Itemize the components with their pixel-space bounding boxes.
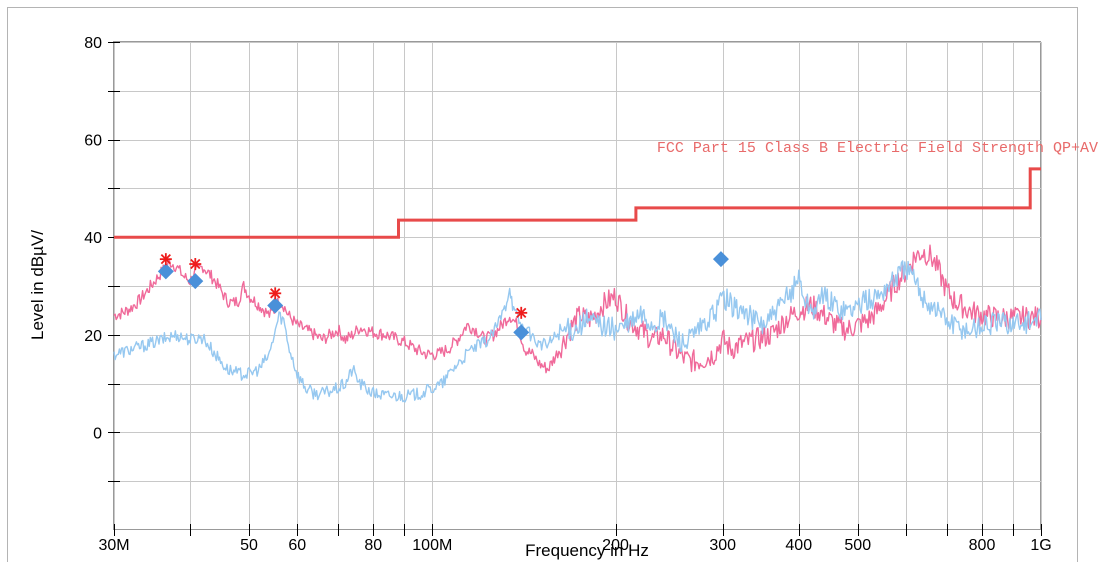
y-tick-label: 20: [84, 328, 102, 345]
diamond-marker: [712, 251, 729, 268]
series-layer: [113, 244, 1042, 403]
axis-ticks: 0 20 40 60 80 30M 50 60 80 100M 200 300 400 500 800 1G: [84, 35, 1051, 554]
x-tick-label: 60: [288, 537, 306, 554]
limit-line-layer: [114, 167, 1041, 239]
diamond-marker: [157, 263, 174, 280]
markers-layer: [157, 251, 729, 341]
star-marker: [159, 253, 172, 266]
y-tick-label: 0: [93, 425, 102, 442]
x-tick-label: 800: [969, 537, 996, 554]
x-tick-label: 200: [602, 537, 629, 554]
star-marker: [515, 306, 528, 319]
y-tick-label: 80: [84, 35, 102, 52]
star-marker-stroke: [190, 258, 201, 270]
x-tick-label: 300: [709, 537, 736, 554]
x-axis-label: Frequency in Hz: [525, 541, 649, 560]
limit-line-label: FCC Part 15 Class B Electric Field Stren…: [657, 140, 1098, 157]
x-tick-label: 400: [785, 537, 812, 554]
x-tick-label: 1G: [1030, 537, 1051, 554]
x-tick-label: 500: [844, 537, 871, 554]
star-marker-stroke: [516, 307, 527, 318]
limit-line: [114, 167, 1041, 239]
x-tick-label: 50: [240, 537, 258, 554]
diamond-marker: [187, 273, 204, 290]
star-marker: [269, 287, 282, 300]
y-axis-label: Level in dBµV/: [28, 230, 47, 340]
diamond-marker: [267, 297, 284, 314]
diamond-marker: [513, 324, 530, 341]
star-marker-stroke: [270, 288, 281, 299]
y-tick-label: 40: [84, 230, 102, 247]
series-line: [113, 244, 1042, 374]
star-marker-stroke: [160, 254, 171, 265]
series-line: [113, 260, 1042, 403]
grid-lines: [114, 42, 1042, 530]
x-tick-label: 30M: [98, 537, 129, 554]
star-marker: [189, 258, 202, 271]
plot-area: [113, 41, 1041, 530]
y-tick-label: 60: [84, 133, 102, 150]
x-tick-label: 80: [364, 537, 382, 554]
x-tick-label: 100M: [412, 537, 452, 554]
chart-frame: [7, 7, 1078, 562]
